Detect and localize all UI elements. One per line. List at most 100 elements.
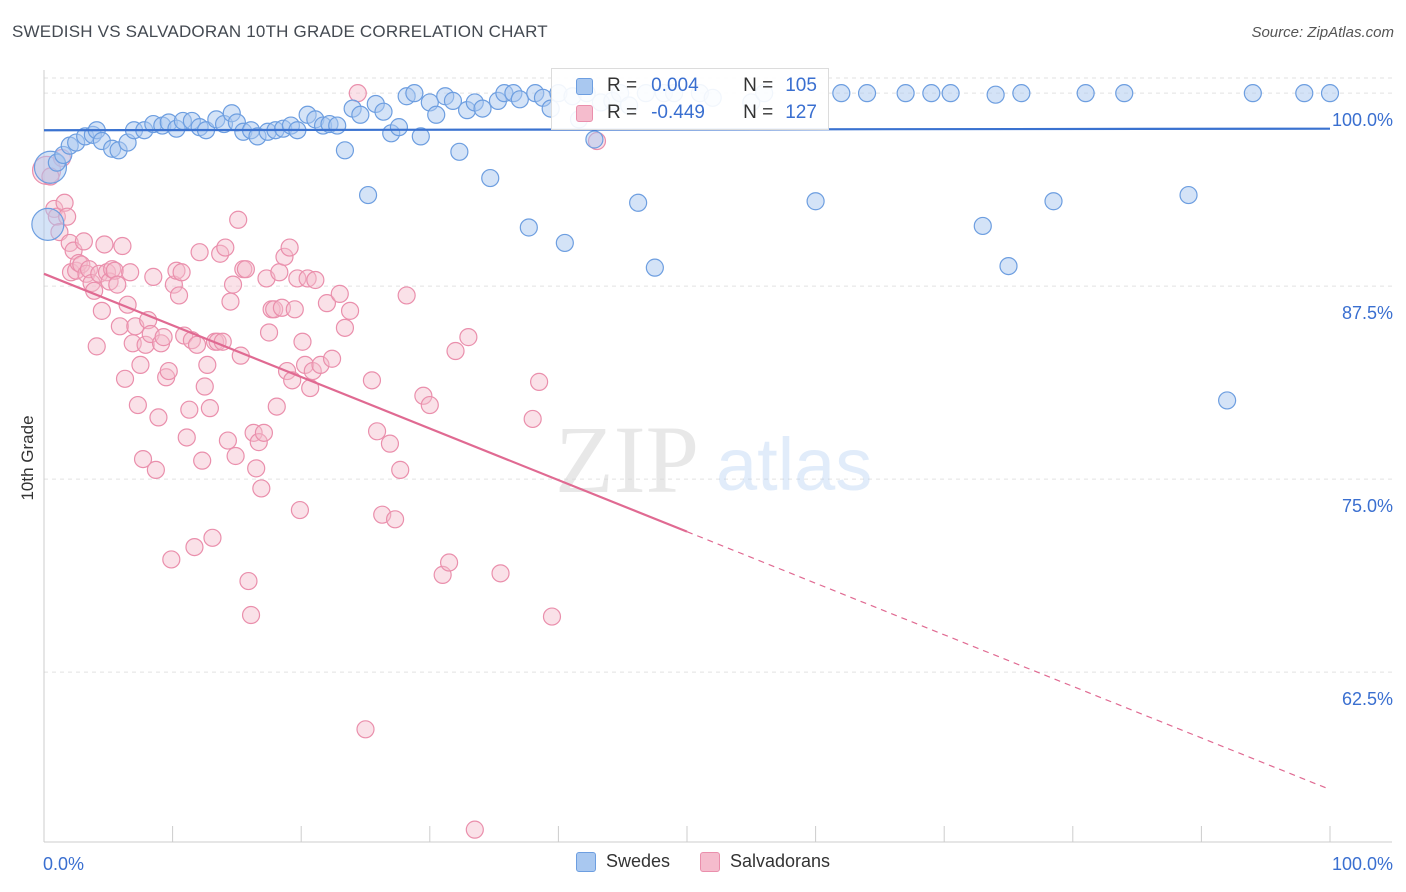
- salvadorans-points: [31, 84, 607, 839]
- salvadorans-point: [270, 263, 289, 282]
- legend-row-swedes: R = 0.004 N = 105: [576, 74, 817, 98]
- r-value: -0.449: [651, 102, 705, 123]
- salvadorans-trend-extrapolation: [686, 531, 1331, 791]
- swedes-point: [443, 91, 463, 110]
- salvadorans-point: [198, 355, 217, 375]
- salvadorans-point: [288, 269, 307, 288]
- y-axis-label: 10th Grade: [18, 415, 37, 500]
- swedes-swatch: [576, 77, 593, 95]
- salvadorans-point: [195, 377, 214, 396]
- salvadorans-point: [218, 431, 237, 450]
- salvadorans-point: [420, 395, 439, 415]
- swedes-point: [922, 84, 941, 103]
- swedes-point: [405, 84, 424, 103]
- swedes-point: [358, 185, 378, 205]
- legend-item-salvadorans[interactable]: Salvadorans: [699, 851, 831, 872]
- swedes-point: [941, 84, 960, 103]
- n-value: 105: [785, 75, 817, 96]
- salvadorans-point: [229, 210, 248, 229]
- salvadorans-point: [239, 571, 258, 591]
- salvadorans-point: [348, 84, 367, 103]
- salvadorans-point: [159, 361, 178, 381]
- salvadorans-point: [311, 355, 330, 375]
- salvadorans-point: [285, 300, 304, 319]
- swedes-point: [473, 99, 492, 118]
- salvadorans-point: [317, 294, 337, 313]
- swedes-point: [1179, 185, 1198, 205]
- salvadorans-point: [185, 537, 204, 557]
- swedes-point: [973, 216, 992, 236]
- salvadorans-point: [280, 238, 299, 257]
- salvadorans-point: [121, 263, 140, 282]
- salvadorans-point: [252, 479, 271, 498]
- salvadorans-point: [108, 275, 127, 294]
- swedes-point: [450, 142, 469, 161]
- salvadorans-point: [133, 449, 153, 469]
- series-legend: Swedes Salvadorans: [0, 851, 1406, 872]
- salvadorans-point: [244, 423, 263, 442]
- swedes-point: [585, 130, 604, 149]
- salvadorans-point: [362, 371, 382, 390]
- swedes-point: [1218, 391, 1237, 410]
- salvadorans-point: [144, 267, 163, 286]
- swedes-point: [857, 84, 877, 103]
- salvadorans-point: [380, 434, 400, 453]
- salvadorans-point: [92, 301, 111, 320]
- salvadorans-point: [259, 323, 279, 342]
- x-tick-label-min: 0.0%: [43, 854, 84, 874]
- watermark-atlas: atlas: [716, 423, 872, 506]
- salvadorans-point: [162, 550, 181, 569]
- swedes-point: [1295, 84, 1314, 103]
- salvadorans-point: [187, 335, 207, 354]
- swedes-point: [1243, 84, 1262, 103]
- salvadorans-point: [530, 372, 549, 391]
- salvadorans-point: [216, 238, 235, 257]
- source-label: Source: ZipAtlas.com: [1251, 24, 1394, 41]
- salvadorans-point: [265, 300, 284, 319]
- salvadorans-point: [306, 270, 325, 290]
- salvadorans-swatch: [576, 104, 593, 122]
- axes: [43, 70, 1392, 843]
- swedes-point: [328, 116, 347, 135]
- salvadorans-point: [330, 284, 349, 303]
- n-label: N =: [743, 75, 774, 96]
- legend-item-swedes[interactable]: Swedes: [575, 851, 670, 872]
- salvadorans-point: [446, 341, 465, 361]
- swedes-point: [1012, 84, 1031, 103]
- y-tick-label: 87.5%: [1342, 303, 1393, 323]
- salvadorans-point: [115, 369, 135, 388]
- swedes-point: [351, 105, 370, 124]
- salvadorans-point: [169, 286, 189, 305]
- salvadorans-point: [136, 335, 155, 354]
- swedes-point: [1076, 84, 1095, 103]
- salvadorans-point: [226, 446, 245, 466]
- salvadorans-point: [190, 243, 209, 262]
- salvadorans-point: [74, 232, 93, 251]
- salvadorans-point: [414, 386, 433, 405]
- r-label: R =: [607, 75, 638, 96]
- salvadorans-point: [397, 286, 416, 305]
- salvadorans-point: [275, 247, 294, 266]
- salvadorans-point: [385, 510, 405, 529]
- salvadorans-point: [55, 193, 74, 212]
- swedes-point: [411, 127, 430, 146]
- salvadorans-point: [87, 337, 106, 356]
- salvadorans-point: [356, 720, 375, 739]
- salvadorans-point: [542, 607, 562, 626]
- chart-title: SWEDISH VS SALVADORAN 10TH GRADE CORRELA…: [12, 22, 548, 41]
- salvadorans-point: [177, 428, 196, 447]
- legend-label-salvadorans: Salvadorans: [729, 851, 831, 871]
- swedes-point: [481, 168, 500, 188]
- stats-legend: R = 0.004 N = 105 R = -0.449 N = 127: [551, 68, 829, 130]
- swedes-point: [374, 102, 393, 121]
- salvadorans-point: [154, 328, 173, 347]
- salvadorans-point: [79, 260, 99, 279]
- salvadorans-point: [105, 261, 124, 280]
- salvadorans-point: [203, 528, 222, 547]
- salvadorans-point: [293, 332, 312, 351]
- salvadorans-point: [149, 408, 168, 427]
- tick-labels: 62.5% 75.0% 87.5% 100.0% 0.0% 100.0%: [43, 110, 1393, 874]
- salvadorans-point: [193, 451, 212, 470]
- salvadorans-point: [523, 409, 542, 429]
- legend-label-swedes: Swedes: [605, 851, 670, 871]
